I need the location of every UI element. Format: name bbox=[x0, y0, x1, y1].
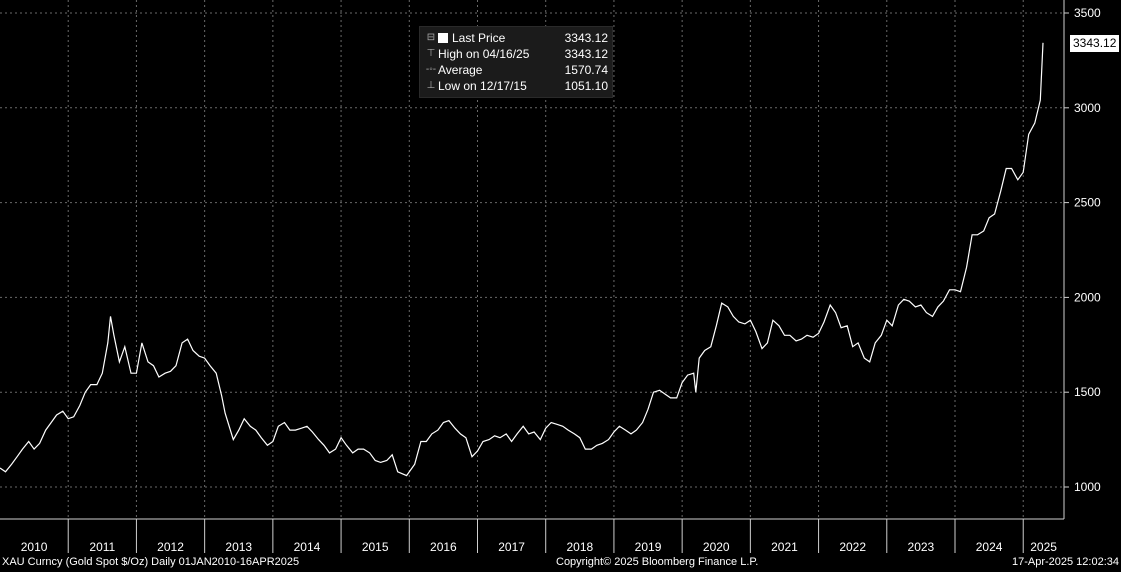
timestamp: 17-Apr-2025 12:02:34 bbox=[1011, 556, 1119, 568]
legend-high: ⊤ High on 04/16/25 3343.12 bbox=[424, 46, 608, 62]
x-tick-label: 2024 bbox=[976, 540, 1003, 554]
series-swatch bbox=[438, 33, 448, 43]
y-tick-label: 3500 bbox=[1074, 6, 1101, 20]
x-tick-label: 2025 bbox=[1030, 540, 1057, 554]
ticker-info: XAU Curncy (Gold Spot $/Oz) Daily 01JAN2… bbox=[2, 556, 300, 568]
legend-low: ⊥ Low on 12/17/15 1051.10 bbox=[424, 78, 608, 94]
x-tick-label: 2010 bbox=[21, 540, 48, 554]
x-tick-label: 2015 bbox=[362, 540, 389, 554]
last-price-tag: 3343.12 bbox=[1070, 35, 1120, 52]
x-tick-label: 2020 bbox=[703, 540, 730, 554]
footer-bar: XAU Curncy (Gold Spot $/Oz) Daily 01JAN2… bbox=[0, 555, 1121, 572]
legend-panel: ⊟ Last Price 3343.12 ⊤ High on 04/16/25 … bbox=[419, 26, 613, 98]
y-tick-label: 1500 bbox=[1074, 385, 1101, 399]
average-marker-icon: -◦- bbox=[425, 64, 437, 75]
x-tick-label: 2017 bbox=[498, 540, 525, 554]
x-tick-label: 2014 bbox=[294, 540, 321, 554]
y-tick-label: 2500 bbox=[1074, 196, 1101, 210]
legend-average: -◦- Average 1570.74 bbox=[425, 63, 608, 77]
x-tick-label: 2023 bbox=[908, 540, 935, 554]
legend-last-price: ⊟ Last Price 3343.12 bbox=[424, 30, 608, 46]
x-tick-label: 2018 bbox=[566, 540, 593, 554]
low-marker-icon: ⊥ bbox=[426, 80, 436, 91]
grid-lines bbox=[0, 0, 1064, 519]
x-tick-label: 2012 bbox=[157, 540, 184, 554]
x-tick-label: 2022 bbox=[839, 540, 866, 554]
x-tick-label: 2013 bbox=[225, 540, 252, 554]
x-tick-labels: 2010 2011 2012 2013 2014 2015 2016 2017 2018 2019… bbox=[21, 519, 1057, 554]
high-marker-icon: ⊤ bbox=[426, 48, 436, 59]
x-tick-label: 2019 bbox=[635, 540, 662, 554]
collapse-icon[interactable]: ⊟ bbox=[426, 32, 436, 43]
y-tick-label: 2000 bbox=[1074, 290, 1101, 304]
y-tick-label: 1000 bbox=[1074, 480, 1101, 494]
x-tick-label: 2011 bbox=[89, 540, 115, 554]
x-tick-label: 2016 bbox=[430, 540, 457, 554]
y-tick-labels: 1000 1500 2000 2500 3000 3500 bbox=[1064, 6, 1101, 494]
y-tick-label: 3000 bbox=[1074, 101, 1101, 115]
copyright: Copyright© 2025 Bloomberg Finance L.P. bbox=[556, 556, 759, 568]
gold-price-line bbox=[0, 42, 1044, 477]
x-tick-label: 2021 bbox=[771, 540, 798, 554]
